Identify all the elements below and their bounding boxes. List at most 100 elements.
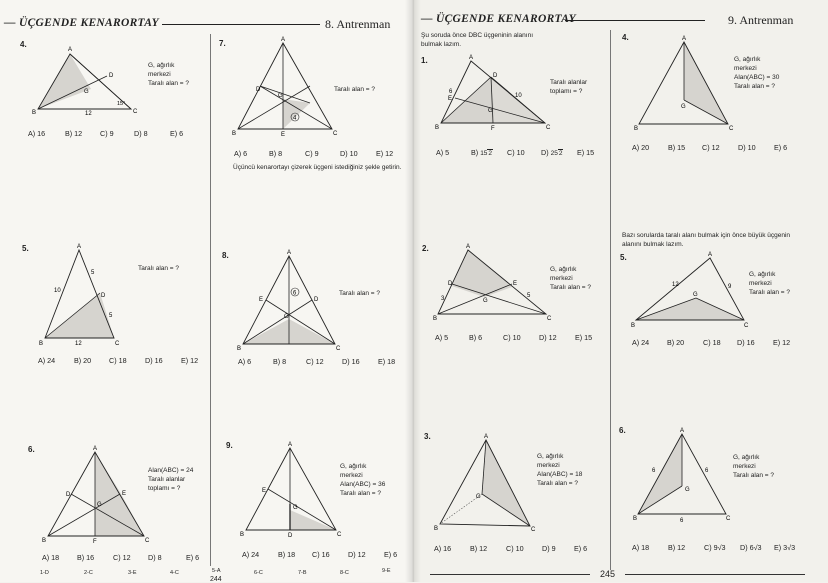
svg-text:C: C: [546, 125, 551, 131]
choice-a[interactable]: A) 18: [42, 553, 60, 562]
choice-a[interactable]: A) 6: [238, 357, 252, 366]
choice-e[interactable]: E) 12: [376, 149, 394, 158]
svg-text:E: E: [122, 491, 126, 497]
svg-text:B: B: [39, 341, 43, 347]
choice-d[interactable]: D) 16: [342, 357, 360, 366]
choice-b[interactable]: B) 8: [269, 149, 283, 158]
choice-e[interactable]: E) 12: [181, 356, 199, 365]
angle-label: 15°: [117, 101, 125, 107]
left-header-rule: [162, 24, 320, 25]
answer-choices: A) 24 B) 20 C) 18 D) 16 E) 12: [38, 356, 198, 365]
choice-d[interactable]: D) 12: [539, 333, 557, 342]
choice-d[interactable]: D) 8: [134, 129, 148, 138]
choice-c[interactable]: C) 18: [109, 356, 127, 365]
choice-c[interactable]: C) 9: [100, 129, 114, 138]
answer-choices: A) 5 B) 6 C) 10 D) 12 E) 15: [435, 333, 592, 342]
choice-b[interactable]: B) 12: [668, 543, 686, 552]
svg-text:E: E: [262, 488, 266, 494]
choice-a[interactable]: A) 24: [242, 550, 260, 559]
svg-text:F: F: [491, 126, 495, 132]
choice-b[interactable]: B) 20: [667, 338, 685, 347]
choice-d[interactable]: D) 16: [737, 338, 755, 347]
question-number: 2.: [422, 244, 429, 253]
choice-a[interactable]: A) 20: [632, 143, 650, 152]
svg-text:A: A: [287, 250, 291, 256]
svg-text:6: 6: [705, 468, 709, 474]
svg-text:12: 12: [75, 341, 82, 347]
choice-c[interactable]: C) 12: [702, 143, 720, 152]
svg-text:12: 12: [672, 282, 679, 288]
choice-b[interactable]: B) 8: [273, 357, 287, 366]
svg-text:C: C: [726, 516, 731, 522]
svg-text:B: B: [434, 526, 438, 532]
choice-e[interactable]: E) 6: [384, 550, 398, 559]
choice-e[interactable]: E) 12: [773, 338, 791, 347]
choice-d[interactable]: D) 6√3: [740, 543, 762, 552]
svg-text:G: G: [685, 487, 690, 493]
choice-c[interactable]: C) 16: [312, 550, 330, 559]
choice-b[interactable]: B) 20: [74, 356, 92, 365]
choice-c[interactable]: C) 10: [503, 333, 521, 342]
choice-e[interactable]: E) 18: [378, 357, 396, 366]
answer-choices: A) 20 B) 15 C) 12 D) 10 E) 6: [632, 143, 787, 152]
choice-c[interactable]: C) 9: [305, 149, 319, 158]
choice-d[interactable]: D) 10: [340, 149, 358, 158]
choice-b[interactable]: B) 152: [471, 148, 494, 157]
question-info: Taralı alan = ?: [339, 290, 381, 297]
choice-a[interactable]: A) 16: [28, 129, 46, 138]
choice-c[interactable]: C) 9√3: [704, 543, 726, 552]
right-header-rule: [565, 20, 705, 21]
question-number: 6.: [28, 445, 35, 454]
figure-q4-left: A B C D G 12 15°: [32, 47, 138, 117]
svg-text:C: C: [337, 532, 342, 538]
hint-note: Bazı sorularda taralı alanı bulmak için …: [622, 232, 791, 248]
choice-d[interactable]: D) 16: [145, 356, 163, 365]
choice-c[interactable]: C) 18: [703, 338, 721, 347]
choice-a[interactable]: A) 5: [436, 148, 450, 157]
footer-rule-right: [625, 574, 805, 575]
figure-q4-right: A B C G: [634, 36, 734, 132]
choice-b[interactable]: B) 18: [278, 550, 296, 559]
choice-e[interactable]: E) 6: [186, 553, 200, 562]
choice-a[interactable]: A) 6: [234, 149, 248, 158]
choice-b[interactable]: B) 6: [469, 333, 483, 342]
choice-c[interactable]: C) 12: [306, 357, 324, 366]
choice-d[interactable]: D) 9: [542, 544, 556, 553]
choice-a[interactable]: A) 24: [38, 356, 56, 365]
answer-choices: A) 5 B) 152 C) 10 D) 252 E) 15: [436, 148, 594, 157]
choice-b[interactable]: B) 15: [668, 143, 686, 152]
svg-text:E: E: [259, 297, 263, 303]
choice-c[interactable]: C) 10: [506, 544, 524, 553]
choice-b[interactable]: B) 12: [470, 544, 488, 553]
choice-a[interactable]: A) 18: [632, 543, 650, 552]
choice-a[interactable]: A) 5: [435, 333, 449, 342]
svg-text:A: A: [469, 55, 473, 61]
choice-e[interactable]: E) 6: [170, 129, 184, 138]
svg-text:D: D: [101, 293, 106, 299]
book-gutter: [405, 0, 421, 582]
svg-text:F: F: [93, 539, 97, 545]
answer-choices: A) 16 B) 12 C) 10 D) 9 E) 6: [434, 544, 587, 553]
choice-b[interactable]: B) 12: [65, 129, 83, 138]
svg-text:6: 6: [680, 518, 684, 524]
choice-e[interactable]: E) 6: [774, 143, 788, 152]
choice-e[interactable]: E) 15: [575, 333, 593, 342]
choice-d[interactable]: D) 8: [148, 553, 162, 562]
choice-c[interactable]: C) 10: [507, 148, 525, 157]
svg-text:A: A: [77, 244, 81, 250]
svg-text:C: C: [336, 346, 341, 352]
svg-text:C: C: [729, 126, 734, 132]
hint-note: Üçüncü kenarortayı çizerek üçgeni istedi…: [233, 164, 402, 171]
choice-d[interactable]: D) 12: [348, 550, 366, 559]
choice-e[interactable]: E) 6: [574, 544, 588, 553]
choice-d[interactable]: D) 10: [738, 143, 756, 152]
choice-a[interactable]: A) 16: [434, 544, 452, 553]
choice-e[interactable]: E) 15: [577, 148, 595, 157]
figure-q8-left: A B C D E G 6: [237, 250, 341, 352]
choice-e[interactable]: E) 3√3: [774, 543, 796, 552]
choice-b[interactable]: B) 16: [77, 553, 95, 562]
choice-a[interactable]: A) 24: [632, 338, 650, 347]
choice-d[interactable]: D) 252: [541, 148, 564, 157]
choice-c[interactable]: C) 12: [113, 553, 131, 562]
footer-rule-left: [430, 574, 590, 575]
